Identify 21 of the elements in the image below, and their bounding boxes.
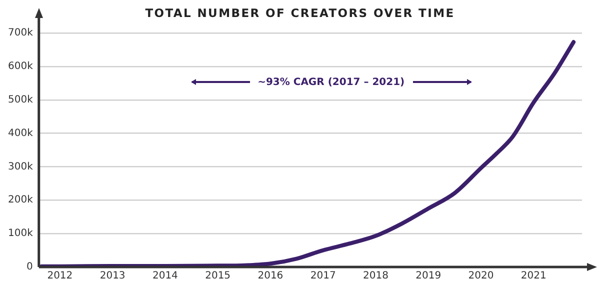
x-tick-label: 2015	[205, 270, 231, 282]
chart-title: TOTAL NUMBER OF CREATORS OVER TIME	[144, 6, 456, 20]
x-tick-label: 2021	[520, 270, 546, 282]
y-tick-label: 400k	[8, 128, 34, 139]
y-tick-label: 0	[26, 262, 33, 273]
x-tick-label: 2016	[258, 270, 284, 282]
x-tick-label: 2020	[468, 270, 494, 282]
y-tick-label: 300k	[8, 161, 34, 172]
y-tick-label: 600k	[8, 61, 34, 72]
x-tick-label: 2018	[362, 270, 388, 282]
y-tick-label: 100k	[8, 228, 34, 240]
y-tick-label: 500k	[8, 94, 34, 106]
annotation: ~93% CAGR (2017 – 2021)	[258, 76, 405, 88]
y-tick-label: 200k	[8, 194, 34, 206]
x-tick-label: 2012	[47, 270, 73, 282]
x-tick-label: 2017	[310, 270, 336, 282]
x-tick-label: 2014	[152, 270, 178, 282]
x-tick-label: 2013	[100, 270, 126, 282]
x-tick-label: 2019	[416, 270, 442, 282]
y-tick-label: 700k	[8, 28, 34, 39]
line-series	[40, 40, 576, 267]
